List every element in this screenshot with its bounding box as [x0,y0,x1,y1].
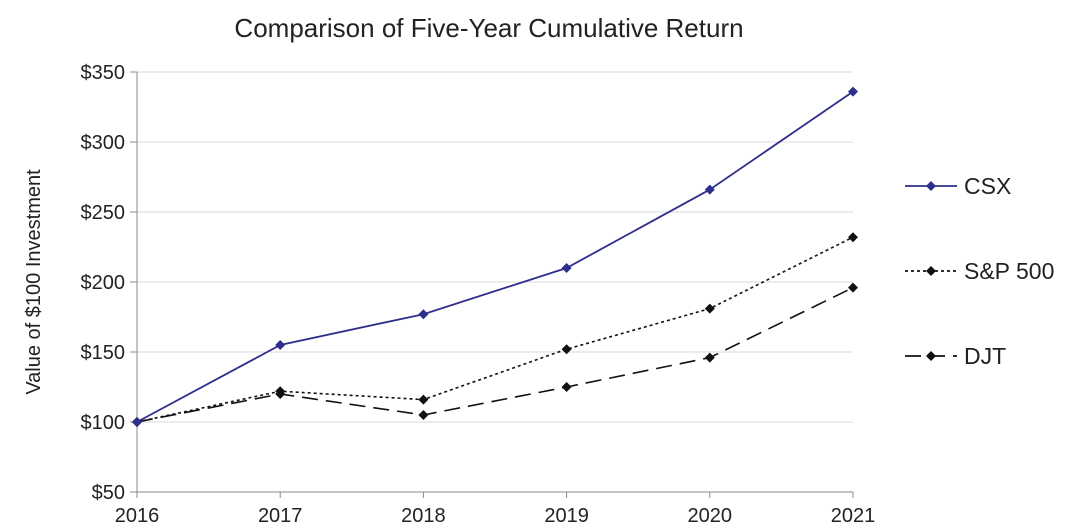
gridlines [130,71,853,493]
data-point [848,86,858,97]
data-point [418,394,429,405]
y-tick-label: $100 [81,412,126,434]
legend-entry: DJT [905,343,1006,369]
x-tick-label: 2016 [115,505,160,527]
series-line [136,286,854,423]
y-tick-label: $50 [92,482,125,504]
legend-marker [926,181,936,191]
x-tick-label: 2021 [831,505,876,527]
y-axis-label: Value of $100 Investment [23,169,45,395]
data-point [704,303,715,314]
x-tick-label: 2020 [688,505,733,527]
series-csx [132,86,858,427]
data-point [704,352,715,363]
x-tick-label: 2018 [401,505,446,527]
legend-entry: CSX [905,173,1011,199]
legend-marker [926,351,936,361]
data-point [418,309,429,320]
y-tick-labels: $50 $100 $150 $200 $250 $300 $350 [81,62,126,504]
legend-marker [926,266,936,276]
series-layer [132,86,858,427]
data-point [561,344,572,355]
data-point [132,417,142,427]
data-point [561,382,572,392]
series-line [136,236,854,423]
y-tick-label: $300 [81,132,126,154]
series-djt [132,282,858,427]
chart-title: Comparison of Five-Year Cumulative Retur… [234,13,743,43]
data-point [561,263,572,273]
y-tick-label: $150 [81,342,126,364]
axes [136,72,854,498]
data-point [418,410,429,420]
data-point [848,232,858,243]
y-tick-label: $200 [81,272,126,294]
legend-label: CSX [964,173,1011,199]
y-tick-label: $350 [81,62,126,84]
x-tick-label: 2019 [544,505,589,527]
y-tick-label: $250 [81,202,126,224]
series-line [136,90,854,423]
x-tick-labels: 2016 2017 2018 2019 2020 2021 [115,505,876,527]
legend: CSX S&P 500 DJT [905,173,1054,369]
data-point [704,184,715,195]
data-point [275,386,286,397]
x-tick-label: 2017 [258,505,303,527]
data-point [275,340,286,350]
legend-label: DJT [964,343,1006,369]
data-point [848,282,858,293]
series-s-p-500 [132,232,858,427]
legend-entry: S&P 500 [905,258,1054,284]
legend-label: S&P 500 [964,258,1054,284]
